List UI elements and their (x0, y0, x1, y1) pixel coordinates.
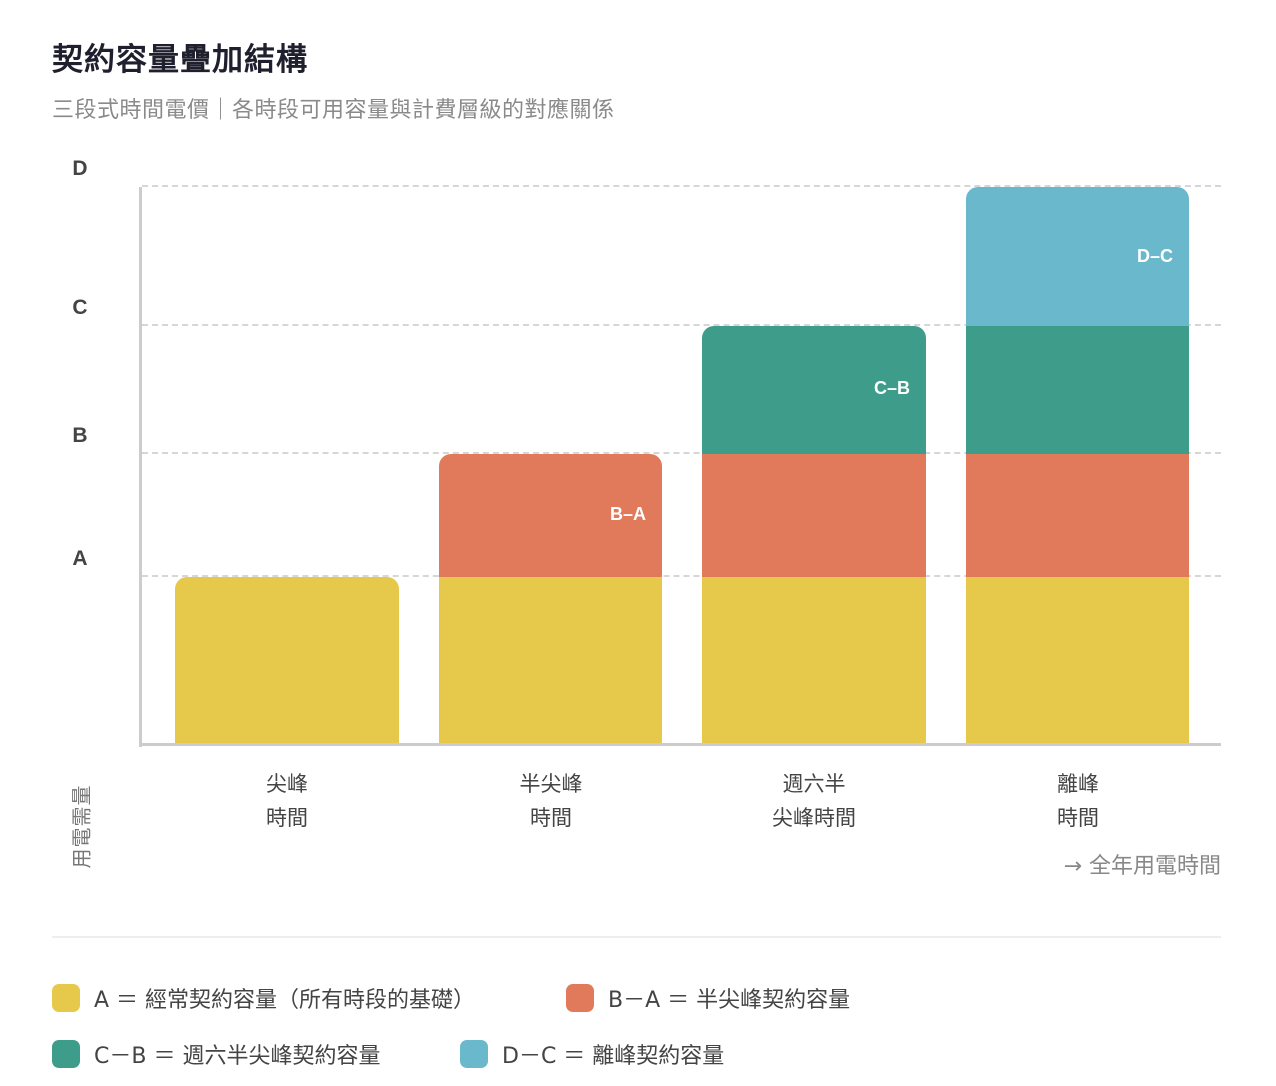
legend-item-d-c: D－C ＝ 離峰契約容量 (460, 1038, 724, 1070)
segment-c-b (966, 326, 1189, 454)
x-label-saturday-half-peak: 週六半 尖峰時間 (772, 772, 856, 830)
segment-d-c: D–C (966, 187, 1189, 326)
segment-a (175, 577, 399, 743)
segment-b-a: B–A (439, 454, 662, 577)
x-label-off-peak: 離峰 時間 (1057, 772, 1099, 830)
gridline-c (142, 324, 1221, 326)
gridline-a (142, 575, 1221, 577)
segment-a (702, 577, 926, 743)
bar-peak (175, 577, 399, 743)
legend-item-c-b: C－B ＝ 週六半尖峰契約容量 (52, 1038, 380, 1070)
x-label-half-peak: 半尖峰 時間 (519, 772, 583, 830)
segment-b-a (702, 454, 926, 577)
legend-swatch-c-b (52, 1040, 80, 1068)
x-label-peak: 尖峰 時間 (266, 772, 308, 830)
segment-c-b: C–B (702, 326, 926, 454)
y-tick-c: C (72, 296, 88, 319)
y-tick-d: D (72, 157, 88, 180)
x-axis-note: → 全年用電時間 (1063, 854, 1221, 879)
segment-label-d-c: D–C (1136, 246, 1173, 266)
bar-saturday-half-peak: C–B (702, 326, 926, 743)
legend-swatch-d-c (460, 1040, 488, 1068)
segment-b-a (966, 454, 1189, 577)
gridline-d (142, 185, 1221, 187)
legend-divider (52, 936, 1221, 938)
legend-swatch-b-a (566, 984, 594, 1012)
segment-a (439, 577, 662, 743)
legend-item-a: A ＝ 經常契約容量（所有時段的基礎） (52, 982, 475, 1014)
legend-item-b-a: B－A ＝ 半尖峰契約容量 (566, 982, 850, 1014)
segment-a (966, 577, 1189, 743)
legend-swatch-a (52, 984, 80, 1012)
y-tick-a: A (72, 547, 88, 570)
segment-label-b-a: B–A (609, 504, 646, 524)
chart-subtitle: 三段式時間電價｜各時段可用容量與計費層級的對應關係 (52, 98, 615, 123)
gridline-b (142, 452, 1221, 454)
y-tick-b: B (72, 424, 88, 447)
bar-half-peak: B–A (439, 454, 662, 743)
bar-off-peak: D–C (966, 187, 1189, 743)
chart-title: 契約容量疊加結構 (52, 42, 308, 78)
segment-label-c-b: C–B (873, 378, 910, 398)
y-axis (139, 187, 142, 747)
y-axis-label: 用電需量 (69, 784, 94, 869)
x-axis (139, 743, 1221, 746)
